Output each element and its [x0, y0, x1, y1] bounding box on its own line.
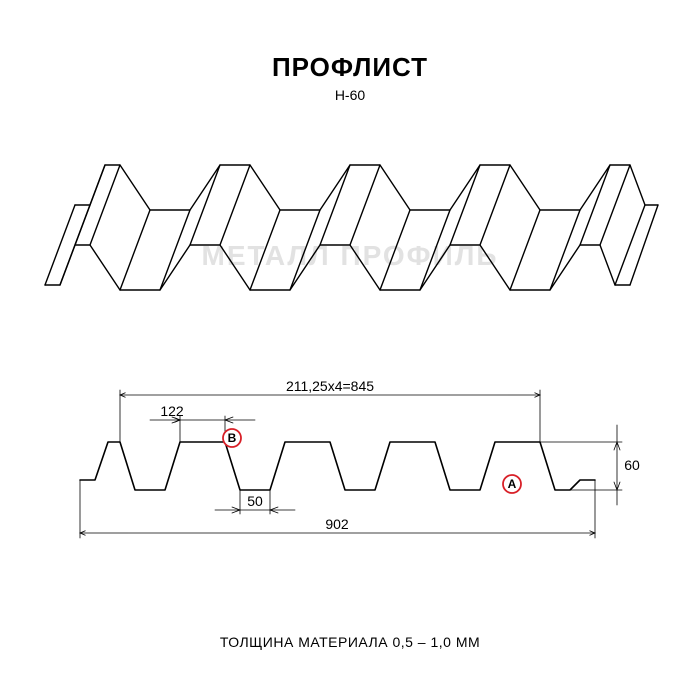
marker-a-label: A	[508, 477, 517, 491]
cross-section-view: 211,25x4=845 122 50	[60, 380, 640, 550]
dim-pitch-formula: 211,25x4=845	[286, 380, 374, 394]
isometric-svg	[40, 150, 660, 320]
dim-ridge-width: 122	[160, 403, 184, 419]
dim-total-width: 902	[325, 516, 349, 532]
page-title: ПРОФЛИСТ	[0, 52, 700, 83]
dim-height: 60	[624, 457, 640, 473]
footer-text: ТОЛЩИНА МАТЕРИАЛА 0,5 – 1,0 ММ	[0, 634, 700, 650]
subtitle: Н-60	[0, 87, 700, 103]
marker-b-label: B	[228, 431, 237, 445]
dim-valley-width: 50	[247, 493, 263, 509]
cross-section-svg: 211,25x4=845 122 50	[60, 380, 640, 550]
page: ПРОФЛИСТ Н-60 МЕТАЛЛ ПРОФИЛЬ	[0, 0, 700, 700]
title-block: ПРОФЛИСТ Н-60	[0, 52, 700, 103]
isometric-view	[40, 150, 660, 320]
